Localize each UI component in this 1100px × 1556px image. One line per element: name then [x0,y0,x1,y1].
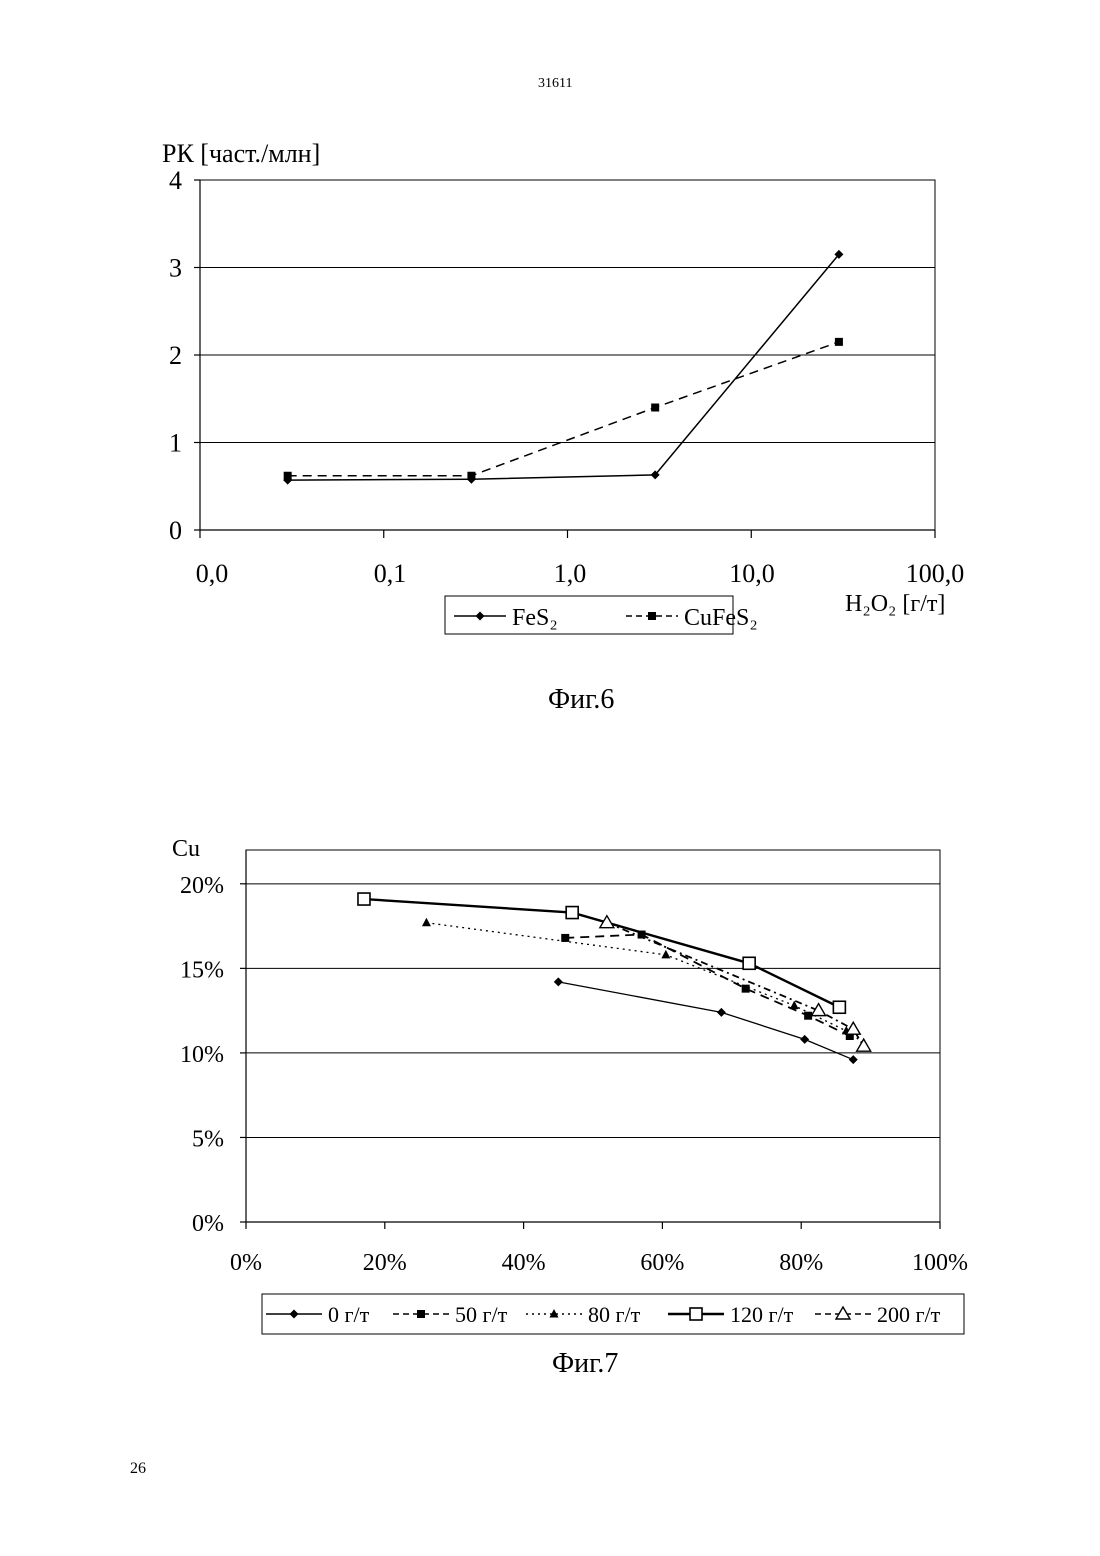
figure7-x-tick-label: 40% [502,1250,546,1276]
figure7-x-tick-label: 20% [363,1250,407,1276]
figure7-series-line-3 [364,899,839,1007]
figure7-point-0 [717,1008,726,1017]
figure7-y-tick-label: 0% [192,1211,224,1237]
figure7-legend-label-1: 50 г/т [455,1302,508,1327]
figure7-y-tick-label: 10% [180,1042,224,1068]
figure7-y-tick-label: 15% [180,957,224,983]
figure7-point-3 [358,893,370,905]
figure7-y-tick-label: 20% [180,873,224,899]
figure7-point-4 [857,1039,871,1051]
figure7-series-line-2 [426,923,863,1043]
figure7-point-4 [846,1022,860,1034]
figure7-x-tick-label: 100% [912,1250,968,1276]
figure7-point-4 [812,1004,826,1016]
figure7-y-tick-label: 5% [192,1126,224,1152]
figure7-legend-marker-1 [417,1310,425,1318]
figure7-legend-label-0: 0 г/т [328,1302,370,1327]
figure7-caption: Фиг.7 [552,1348,618,1380]
figure7-point-3 [833,1001,845,1013]
figure7-x-tick-label: 0% [230,1250,262,1276]
figure7-legend-label-2: 80 г/т [588,1302,641,1327]
figure7-point-0 [800,1035,809,1044]
figure7-legend-label-4: 200 г/т [877,1302,941,1327]
figure7-plot-area [246,850,940,1222]
figure7-x-tick-label: 80% [779,1250,823,1276]
figure7-x-tick-label: 60% [640,1250,684,1276]
figure7-point-3 [743,957,755,969]
figure7-point-2 [422,918,431,927]
figure7-point-0 [554,977,563,986]
figure7-series-line-4 [607,923,864,1046]
figure7-point-3 [566,907,578,919]
figure7-legend-marker-3 [690,1308,702,1320]
figure7-point-0 [849,1055,858,1064]
figure7-chart: 0% 5% 10% 15% 20% 0% 20% 40% 60% 80% 100% Cu 0 г/т 50… [0,0,1100,1556]
figure7-point-2 [661,950,670,959]
figure7-series-line-1 [565,935,850,1036]
figure7-legend-label-3: 120 г/т [730,1302,794,1327]
figure7-y-axis-title: Cu [172,836,200,862]
